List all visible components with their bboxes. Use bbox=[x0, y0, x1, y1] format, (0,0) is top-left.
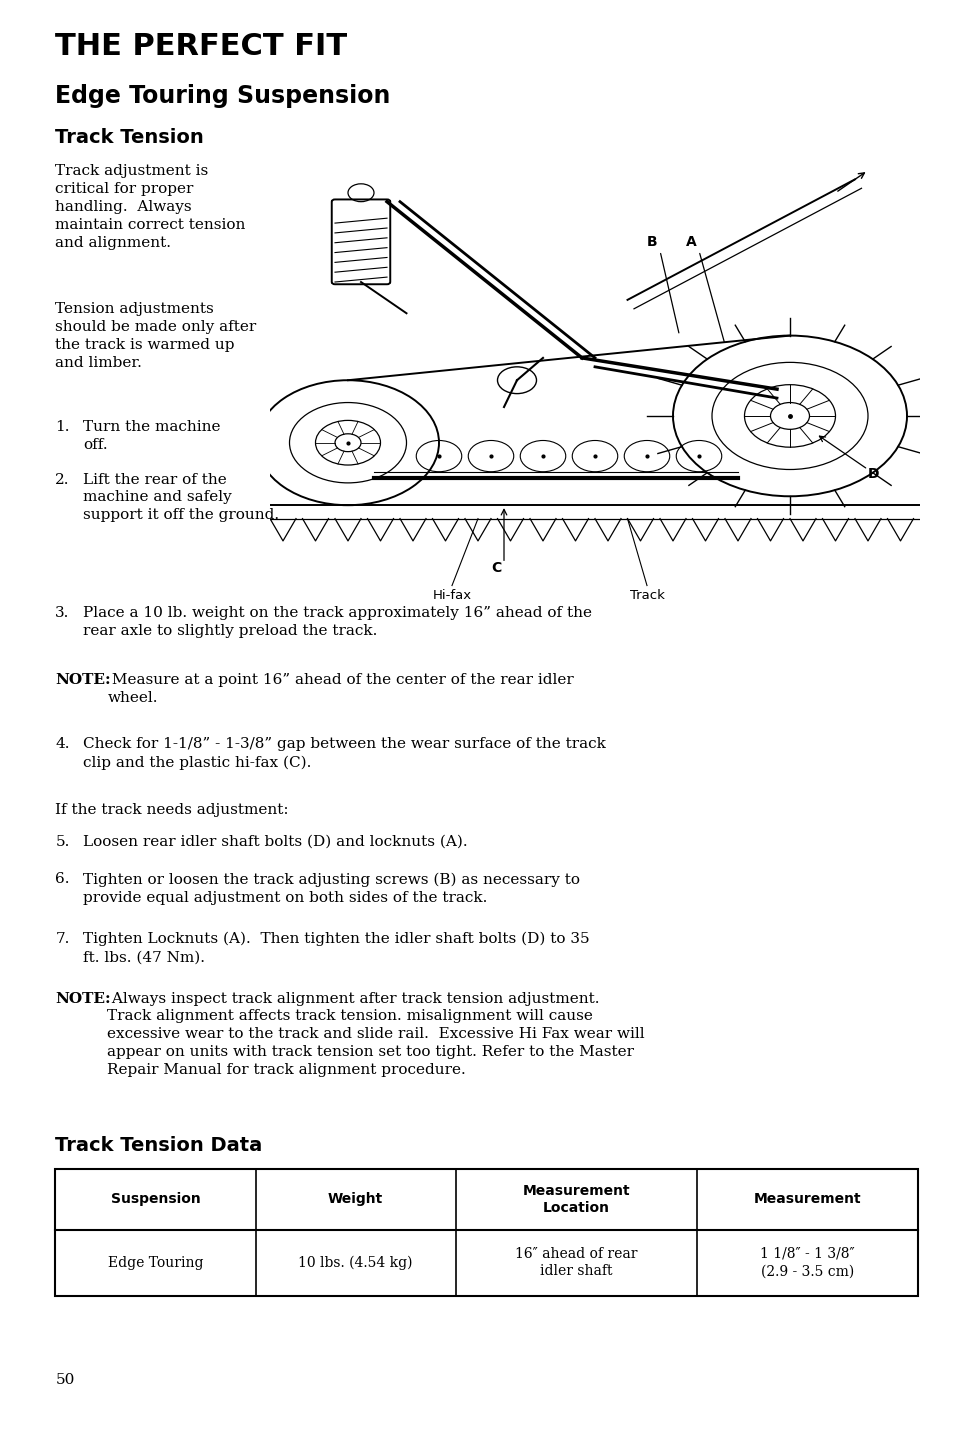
Text: NOTE:: NOTE: bbox=[55, 992, 111, 1006]
Text: 4.: 4. bbox=[55, 737, 70, 752]
Text: Track adjustment is
critical for proper
handling.  Always
maintain correct tensi: Track adjustment is critical for proper … bbox=[55, 164, 246, 250]
Text: 1.: 1. bbox=[55, 420, 70, 435]
Text: Tighten Locknuts (A).  Then tighten the idler shaft bolts (D) to 35
ft. lbs. (47: Tighten Locknuts (A). Then tighten the i… bbox=[83, 932, 589, 964]
Text: Place a 10 lb. weight on the track approximately 16” ahead of the
rear axle to s: Place a 10 lb. weight on the track appro… bbox=[83, 606, 592, 638]
Text: D: D bbox=[867, 467, 879, 481]
Text: 2.: 2. bbox=[55, 473, 70, 487]
Text: If the track needs adjustment:: If the track needs adjustment: bbox=[55, 803, 289, 817]
Text: 7.: 7. bbox=[55, 932, 70, 947]
Text: Measure at a point 16” ahead of the center of the rear idler
wheel.: Measure at a point 16” ahead of the cent… bbox=[108, 673, 574, 705]
Bar bbox=[55, 1169, 917, 1296]
Text: Hi-fax: Hi-fax bbox=[432, 589, 471, 602]
Text: Track: Track bbox=[629, 589, 663, 602]
Text: Turn the machine
off.: Turn the machine off. bbox=[83, 420, 220, 452]
Text: 3.: 3. bbox=[55, 606, 70, 621]
Text: Tighten or loosen the track adjusting screws (B) as necessary to
provide equal a: Tighten or loosen the track adjusting sc… bbox=[83, 872, 579, 904]
Text: Edge Touring: Edge Touring bbox=[108, 1256, 203, 1269]
Text: A: A bbox=[685, 236, 696, 249]
Text: THE PERFECT FIT: THE PERFECT FIT bbox=[55, 32, 347, 61]
Text: Check for 1-1/8” - 1-3/8” gap between the wear surface of the track
clip and the: Check for 1-1/8” - 1-3/8” gap between th… bbox=[83, 737, 605, 769]
Text: Always inspect track alignment after track tension adjustment.
Track alignment a: Always inspect track alignment after tra… bbox=[108, 992, 644, 1077]
Text: B: B bbox=[646, 236, 657, 249]
Text: Loosen rear idler shaft bolts (D) and locknuts (A).: Loosen rear idler shaft bolts (D) and lo… bbox=[83, 835, 468, 849]
Text: 5.: 5. bbox=[55, 835, 70, 849]
Text: Track Tension: Track Tension bbox=[55, 128, 204, 147]
Text: NOTE:: NOTE: bbox=[55, 673, 111, 688]
Text: 50: 50 bbox=[55, 1373, 74, 1387]
Text: C: C bbox=[491, 561, 500, 576]
Text: 6.: 6. bbox=[55, 872, 70, 887]
Text: Suspension: Suspension bbox=[111, 1192, 200, 1207]
Text: Measurement
Location: Measurement Location bbox=[522, 1184, 630, 1216]
Text: 16″ ahead of rear
idler shaft: 16″ ahead of rear idler shaft bbox=[515, 1248, 637, 1278]
Text: Tension adjustments
should be made only after
the track is warmed up
and limber.: Tension adjustments should be made only … bbox=[55, 302, 256, 369]
Text: Lift the rear of the
machine and safely
support it off the ground.: Lift the rear of the machine and safely … bbox=[83, 473, 279, 522]
Text: Weight: Weight bbox=[328, 1192, 383, 1207]
Text: 10 lbs. (4.54 kg): 10 lbs. (4.54 kg) bbox=[298, 1255, 413, 1269]
Text: Track Tension Data: Track Tension Data bbox=[55, 1136, 262, 1154]
Text: Measurement: Measurement bbox=[753, 1192, 861, 1207]
Text: 1 1/8″ - 1 3/8″
(2.9 - 3.5 cm): 1 1/8″ - 1 3/8″ (2.9 - 3.5 cm) bbox=[760, 1248, 854, 1278]
Text: Edge Touring Suspension: Edge Touring Suspension bbox=[55, 84, 391, 109]
